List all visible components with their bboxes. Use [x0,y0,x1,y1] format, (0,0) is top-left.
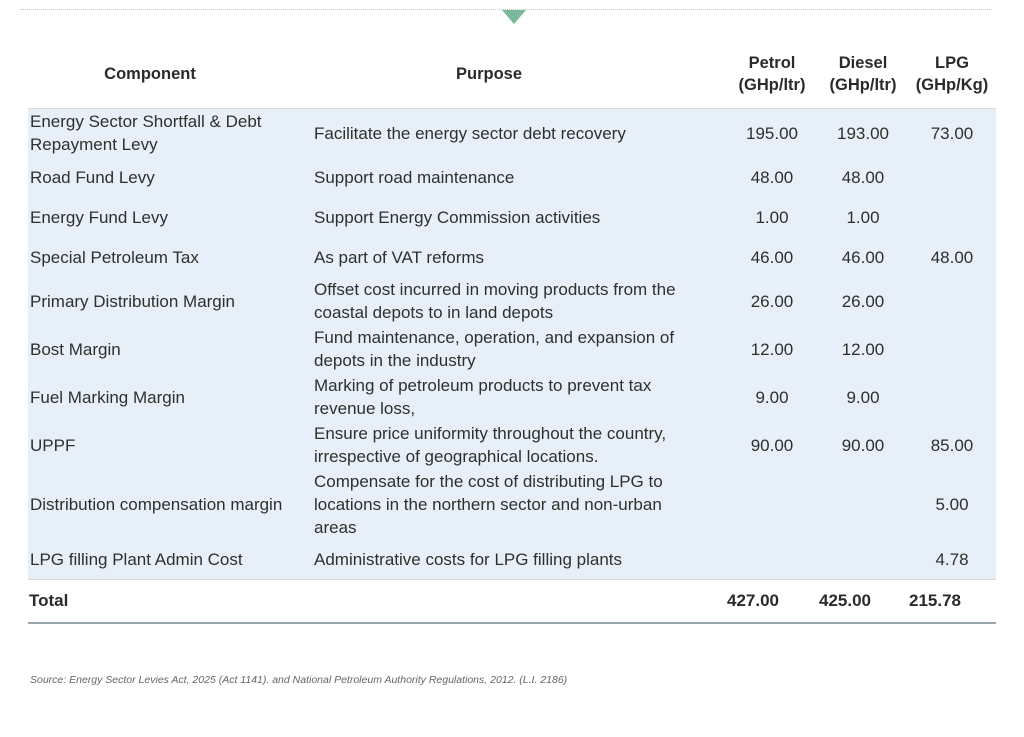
header-component: Component [28,40,308,109]
total-lpg: 215.78 [908,579,996,624]
diesel-cell: 26.00 [818,277,908,325]
diesel-cell: 9.00 [818,373,908,421]
table-row: Energy Fund Levy Support Energy Commissio… [28,197,996,237]
component-cell: UPPF [28,421,308,469]
purpose-cell: Support Energy Commission activities [308,197,726,237]
diesel-cell: 193.00 [818,108,908,157]
purpose-cell: Fund maintenance, operation, and expansi… [308,325,726,373]
diesel-cell: 1.00 [818,197,908,237]
diesel-cell [818,539,908,580]
total-purpose [308,579,726,624]
purpose-cell: Ensure price uniformity throughout the c… [308,421,726,469]
source-note: Source: Energy Sector Levies Act, 2025 (… [30,674,568,686]
petrol-cell: 46.00 [726,237,818,277]
component-cell: LPG filling Plant Admin Cost [28,539,308,580]
header-diesel: Diesel (GHp/ltr) [818,40,908,109]
table-row: Energy Sector Shortfall & Debt Repayment … [28,108,996,157]
component-cell: Bost Margin [28,325,308,373]
petrol-cell: 90.00 [726,421,818,469]
header-lpg: LPG (GHp/Kg) [908,40,996,109]
petrol-cell [726,539,818,580]
table-row: Primary Distribution Margin Offset cost i… [28,277,996,325]
header-petrol: Petrol (GHp/ltr) [726,40,818,109]
petrol-cell: 1.00 [726,197,818,237]
lpg-cell: 4.78 [908,539,996,580]
diesel-cell: 12.00 [818,325,908,373]
table-row: Distribution compensation margin Compensa… [28,469,996,539]
down-triangle-icon [502,10,526,24]
total-petrol: 427.00 [726,579,818,624]
lpg-cell [908,325,996,373]
component-cell: Special Petroleum Tax [28,237,308,277]
table-row: Bost Margin Fund maintenance, operation, … [28,325,996,373]
petrol-cell: 12.00 [726,325,818,373]
lpg-cell: 5.00 [908,469,996,539]
purpose-cell: Facilitate the energy sector debt recove… [308,108,726,157]
diesel-cell [818,469,908,539]
lpg-cell: 73.00 [908,108,996,157]
petrol-cell: 26.00 [726,277,818,325]
purpose-cell: Support road maintenance [308,157,726,197]
table-row: Fuel Marking Margin Marking of petroleum … [28,373,996,421]
purpose-cell: Marking of petroleum products to prevent… [308,373,726,421]
table-row: Road Fund Levy Support road maintenance 48… [28,157,996,197]
levy-table: Component Purpose Petrol (GHp/ltr) Diesel… [28,40,996,624]
lpg-cell: 85.00 [908,421,996,469]
component-cell: Distribution compensation margin [28,469,308,539]
lpg-cell [908,157,996,197]
diesel-cell: 90.00 [818,421,908,469]
total-diesel: 425.00 [818,579,908,624]
purpose-cell: Administrative costs for LPG filling pla… [308,539,726,580]
header-row: Component Purpose Petrol (GHp/ltr) Diesel… [28,40,996,109]
table-row: UPPF Ensure price uniformity throughout t… [28,421,996,469]
lpg-cell: 48.00 [908,237,996,277]
lpg-cell [908,277,996,325]
component-cell: Energy Fund Levy [28,197,308,237]
petrol-cell: 195.00 [726,108,818,157]
table-row: Special Petroleum Tax As part of VAT refo… [28,237,996,277]
purpose-cell: As part of VAT reforms [308,237,726,277]
component-cell: Primary Distribution Margin [28,277,308,325]
component-cell: Fuel Marking Margin [28,373,308,421]
header-purpose: Purpose [308,40,726,109]
component-cell: Road Fund Levy [28,157,308,197]
top-divider [20,9,992,10]
lpg-cell [908,373,996,421]
purpose-cell: Compensate for the cost of distributing … [308,469,726,539]
lpg-cell [908,197,996,237]
total-row: Total 427.00 425.00 215.78 [28,579,996,624]
component-cell: Energy Sector Shortfall & Debt Repayment … [28,108,308,157]
total-label: Total [28,579,308,624]
petrol-cell [726,469,818,539]
petrol-cell: 9.00 [726,373,818,421]
petrol-cell: 48.00 [726,157,818,197]
table-row: LPG filling Plant Admin Cost Administrati… [28,539,996,580]
diesel-cell: 48.00 [818,157,908,197]
purpose-cell: Offset cost incurred in moving products … [308,277,726,325]
diesel-cell: 46.00 [818,237,908,277]
